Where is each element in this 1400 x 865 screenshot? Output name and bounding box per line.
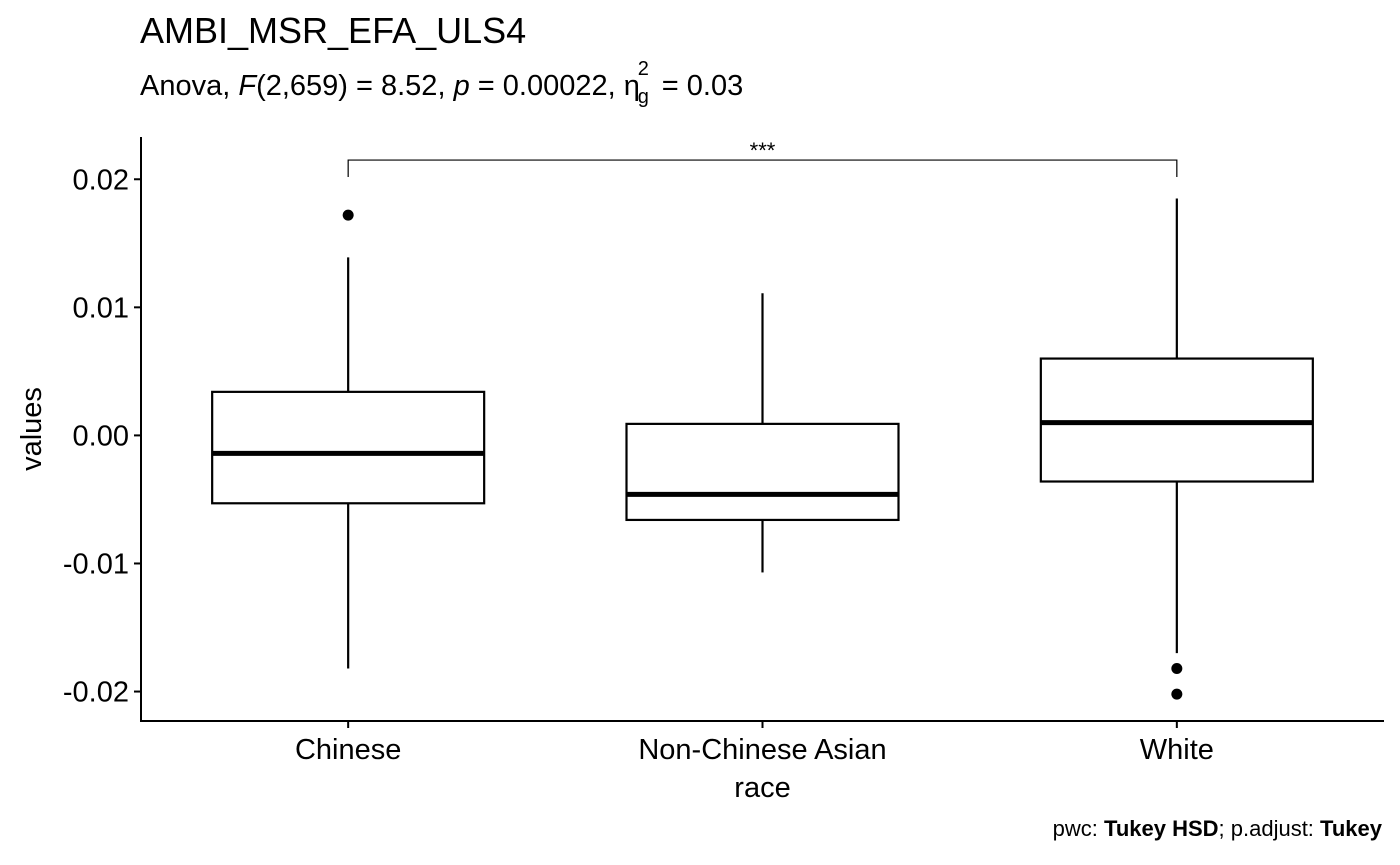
subtitle-f-args: (2,659) = 8.52, xyxy=(256,70,454,102)
x-axis-label: race xyxy=(734,772,790,804)
x-tick-label: Non-Chinese Asian xyxy=(638,734,886,766)
subtitle-prefix: Anova, xyxy=(140,70,239,102)
subtitle-eta-symbol: η xyxy=(623,70,640,102)
outlier-point xyxy=(1171,662,1183,674)
y-tick-label: -0.02 xyxy=(63,677,129,709)
outlier-point xyxy=(342,209,354,221)
subtitle-p-symbol: p xyxy=(453,70,470,102)
box-iqr xyxy=(1039,357,1314,483)
subtitle-eta-sub: g xyxy=(637,86,649,108)
y-tick-label: -0.01 xyxy=(63,548,129,580)
x-tick-label: White xyxy=(1140,734,1214,766)
caption-pwc-value: Tukey HSD xyxy=(1104,816,1219,841)
y-tick-label: 0.00 xyxy=(73,420,129,452)
caption-adjust-value: Tukey xyxy=(1320,816,1382,841)
box-iqr xyxy=(625,422,900,522)
subtitle-f-symbol: F xyxy=(238,70,257,102)
x-tick-label: Chinese xyxy=(295,734,401,766)
caption-sep: ; p.adjust: xyxy=(1218,816,1321,841)
y-tick-label: 0.01 xyxy=(73,292,129,324)
chart-title: AMBI_MSR_EFA_ULS4 xyxy=(140,10,527,51)
subtitle-p-text: = 0.00022, xyxy=(469,70,624,102)
chart-caption: pwc: Tukey HSD; p.adjust: Tukey xyxy=(1053,816,1382,842)
y-tick-label: 0.02 xyxy=(73,164,129,196)
box-iqr xyxy=(211,390,486,505)
significance-label: *** xyxy=(750,138,776,163)
subtitle-eta-text: = 0.03 xyxy=(653,70,744,102)
outlier-point xyxy=(1171,688,1183,700)
y-axis-label: values xyxy=(16,387,48,471)
caption-pwc-label: pwc: xyxy=(1052,816,1105,841)
significance-bracket xyxy=(347,159,1178,178)
subtitle-eta-sup: 2 xyxy=(637,58,649,80)
